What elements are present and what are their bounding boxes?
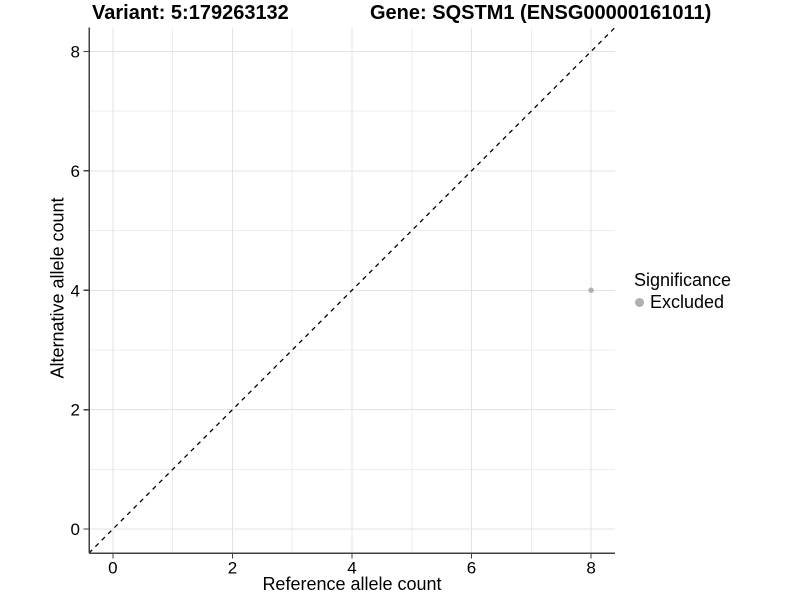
axis-tick-labels: 0 2 4 6 8 0 2 4 6 8 (71, 42, 596, 577)
x-tick-label: 4 (347, 559, 356, 578)
plot-title-variant: Variant: 5:179263132 (92, 2, 289, 24)
y-tick-label: 0 (71, 520, 80, 539)
axis-ticks (83, 50, 592, 559)
identity-dashed-line (88, 27, 616, 554)
identity-line (88, 27, 616, 554)
y-tick-label: 6 (71, 162, 80, 181)
x-axis-title: Reference allele count (262, 574, 442, 594)
x-tick-label: 2 (228, 559, 237, 578)
y-tick-label: 4 (71, 281, 80, 300)
y-axis-title: Alternative allele count (47, 197, 68, 379)
legend-item-excluded: Excluded (632, 291, 731, 313)
legend-item-label: Excluded (650, 291, 725, 312)
y-tick-label: 8 (71, 42, 80, 61)
legend-title: Significance (634, 270, 732, 290)
legend: Significance Excluded (632, 269, 731, 313)
x-tick-label: 6 (467, 559, 476, 578)
legend-dot-excluded-icon (635, 297, 644, 307)
data-points (588, 287, 594, 293)
x-tick-label: 0 (108, 559, 117, 578)
plot-title-gene: Gene: SQSTM1 (ENSG00000161011) (370, 2, 712, 24)
x-tick-label: 8 (586, 559, 595, 578)
y-tick-label: 2 (71, 401, 80, 420)
data-point (588, 287, 594, 293)
